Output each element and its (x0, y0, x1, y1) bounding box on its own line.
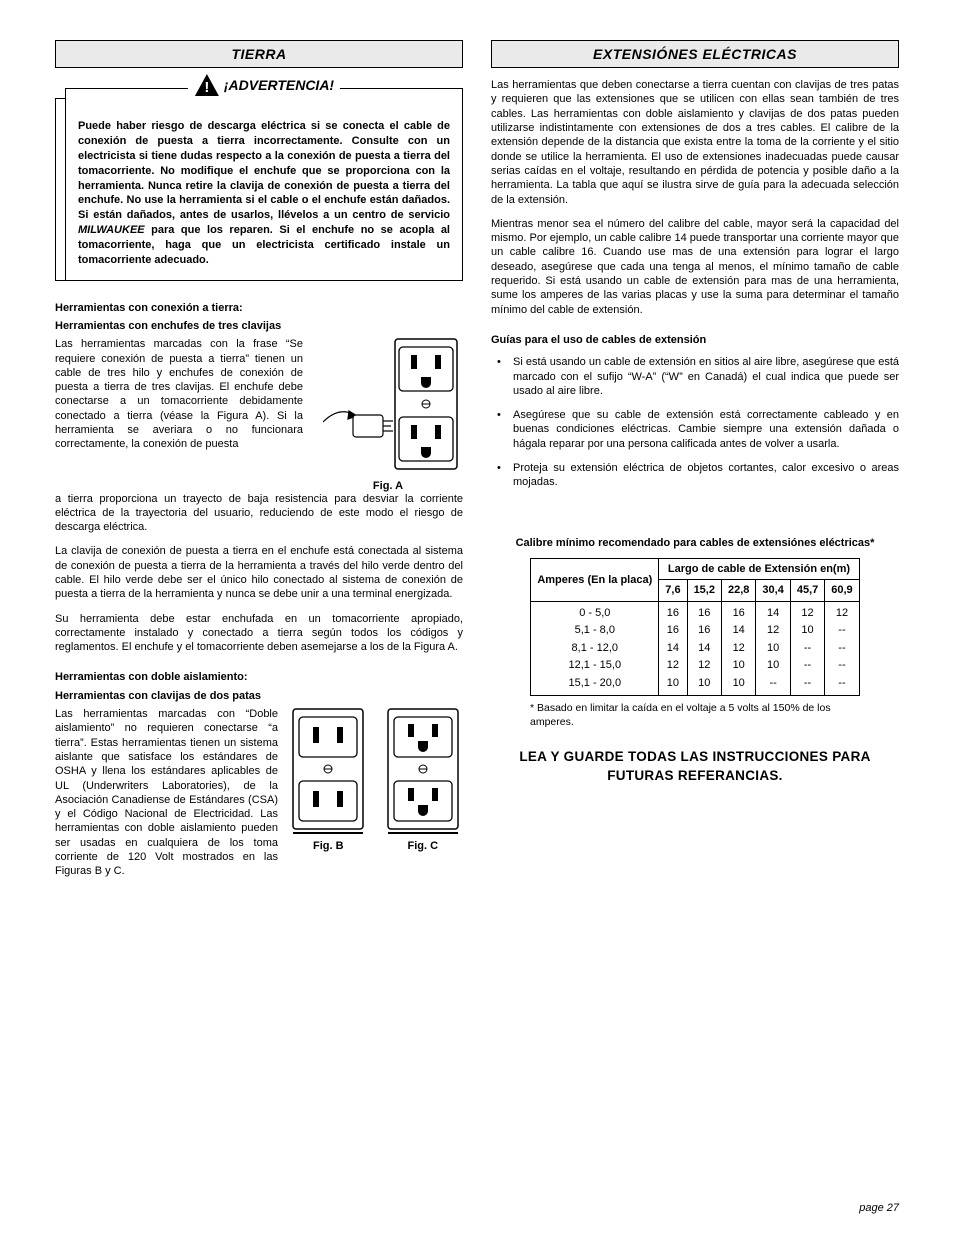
warning-box: ! ¡ADVERTENCIA! Puede haber riesgo de de… (55, 82, 463, 280)
p-ext-1: Las herramientas que deben conectarse a … (491, 78, 899, 207)
warning-triangle-icon: ! (194, 73, 220, 97)
th-len-4: 45,7 (790, 580, 824, 601)
td-gauge-col: 12-------- (825, 601, 859, 696)
warning-body: Puede haber riesgo de descarga eléctrica… (78, 119, 450, 267)
subhead-double-1: Herramientas con doble aislamiento: (55, 670, 463, 684)
p-grounded-3: Su herramienta debe estar enchufada en u… (55, 612, 463, 655)
th-len-0: 7,6 (659, 580, 687, 601)
figure-a: Fig. A (313, 337, 463, 493)
subhead-grounded-2: Herramientas con enchufes de tres clavij… (55, 319, 463, 333)
p-grounded-2: La clavija de conexión de puesta a tierr… (55, 544, 463, 601)
subhead-double-2: Herramientas con clavijas de dos patas (55, 689, 463, 703)
p-ext-2: Mientras menor sea el número del calibre… (491, 217, 899, 317)
fig-c-caption: Fig. C (383, 839, 464, 853)
th-len-3: 30,4 (756, 580, 790, 601)
guide-item: Asegúrese que su cable de extensión está… (491, 408, 899, 451)
warning-text-pre: Puede haber riesgo de descarga eléctrica… (78, 120, 450, 221)
read-save-instructions: LEA Y GUARDE TODAS LAS INSTRUCCIONES PAR… (491, 748, 899, 786)
warning-title: ¡ADVERTENCIA! (224, 76, 334, 94)
svg-text:!: ! (204, 79, 209, 96)
guide-item: Si está usando un cable de extensión en … (491, 355, 899, 398)
p-grounded-1b: a tierra proporciona un trayecto de baja… (55, 492, 463, 535)
page-number: page 27 (859, 1201, 899, 1215)
section-header-tierra: TIERRA (55, 40, 463, 68)
th-len-1: 15,2 (687, 580, 721, 601)
gauge-table-title: Calibre mínimo recomendado para cables d… (491, 536, 899, 550)
gauge-table: Amperes (En la placa) Largo de cable de … (530, 558, 859, 697)
td-gauge-col: 14121010-- (756, 601, 790, 696)
gauge-table-note: * Basado en limitar la caída en el volta… (530, 702, 860, 729)
guide-item: Proteja su extensión eléctrica de objeto… (491, 461, 899, 490)
figure-bc: Fig. B (288, 707, 463, 853)
td-gauge-col: 1210------ (790, 601, 824, 696)
th-len-2: 22,8 (721, 580, 755, 601)
td-gauge-col: 1614121010 (721, 601, 755, 696)
fig-b-caption: Fig. B (288, 839, 369, 853)
td-gauge-col: 1616141210 (659, 601, 687, 696)
guides-title: Guías para el uso de cables de extensión (491, 333, 899, 347)
subhead-grounded-1: Herramientas con conexión a tierra: (55, 301, 463, 315)
td-amp-range: 0 - 5,05,1 - 8,08,1 - 12,012,1 - 15,015,… (531, 601, 659, 696)
warning-text-brand: MILWAUKEE (78, 224, 145, 236)
section-header-extensiones: EXTENSIÓNES ELÉCTRICAS (491, 40, 899, 68)
th-length: Largo de cable de Extensión en(m) (659, 558, 859, 579)
th-amperes: Amperes (En la placa) (531, 558, 659, 601)
th-len-5: 60,9 (825, 580, 859, 601)
td-gauge-col: 1616141210 (687, 601, 721, 696)
